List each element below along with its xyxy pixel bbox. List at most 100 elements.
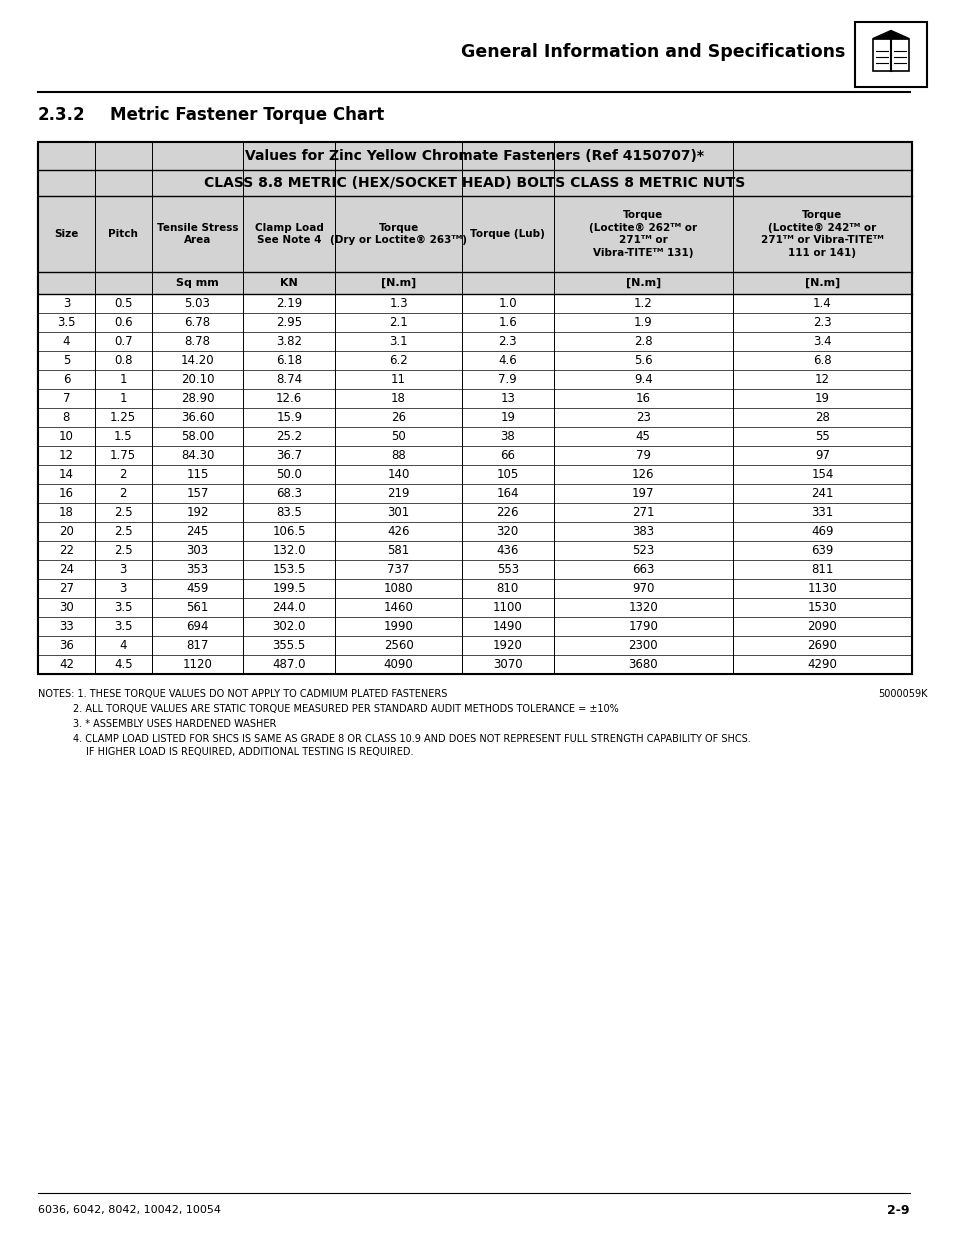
Text: 1100: 1100: [493, 601, 522, 614]
Text: Size: Size: [54, 228, 78, 240]
Text: 36.7: 36.7: [276, 450, 302, 462]
Text: 153.5: 153.5: [273, 563, 306, 576]
Text: 6036, 6042, 8042, 10042, 10054: 6036, 6042, 8042, 10042, 10054: [38, 1205, 221, 1215]
Text: Metric Fastener Torque Chart: Metric Fastener Torque Chart: [110, 106, 384, 124]
Text: 639: 639: [810, 543, 833, 557]
Text: 0.8: 0.8: [113, 354, 132, 367]
Bar: [38, 466, 911, 484]
Text: 2.5: 2.5: [113, 506, 132, 519]
Text: 302.0: 302.0: [273, 620, 306, 634]
Text: 810: 810: [497, 582, 518, 595]
Text: 4090: 4090: [383, 658, 413, 671]
Text: 6.78: 6.78: [184, 316, 211, 329]
Text: 8: 8: [63, 411, 70, 424]
Text: 219: 219: [387, 487, 410, 500]
Bar: [872, 38, 908, 70]
Text: 226: 226: [496, 506, 518, 519]
Text: Pitch: Pitch: [108, 228, 138, 240]
Text: 4.5: 4.5: [113, 658, 132, 671]
Text: 2: 2: [119, 468, 127, 480]
Bar: [38, 522, 911, 541]
Bar: [38, 332, 911, 351]
Text: 2690: 2690: [806, 638, 837, 652]
Text: 663: 663: [632, 563, 654, 576]
Text: 154: 154: [810, 468, 833, 480]
Text: 8.74: 8.74: [276, 373, 302, 387]
Text: 2.3: 2.3: [497, 335, 517, 348]
Text: 1490: 1490: [493, 620, 522, 634]
Text: 197: 197: [631, 487, 654, 500]
Text: 6.2: 6.2: [389, 354, 408, 367]
Bar: [38, 351, 911, 370]
Text: 2.5: 2.5: [113, 525, 132, 538]
Text: 20.10: 20.10: [180, 373, 214, 387]
Text: 5.03: 5.03: [184, 296, 211, 310]
Text: 1.0: 1.0: [497, 296, 517, 310]
Text: 3.5: 3.5: [113, 620, 132, 634]
Bar: [854, 22, 926, 86]
Bar: [38, 541, 911, 559]
Text: 7: 7: [63, 391, 71, 405]
Text: 0.7: 0.7: [113, 335, 132, 348]
Text: 8.78: 8.78: [184, 335, 211, 348]
Text: 245: 245: [186, 525, 209, 538]
Text: Tensile Stress
Area: Tensile Stress Area: [156, 222, 238, 246]
Text: 5000059K: 5000059K: [877, 689, 926, 699]
Text: Clamp Load
See Note 4: Clamp Load See Note 4: [254, 222, 323, 246]
Text: 18: 18: [59, 506, 73, 519]
Text: 1080: 1080: [383, 582, 413, 595]
Text: 79: 79: [635, 450, 650, 462]
Text: 2. ALL TORQUE VALUES ARE STATIC TORQUE MEASURED PER STANDARD AUDIT METHODS TOLER: 2. ALL TORQUE VALUES ARE STATIC TORQUE M…: [73, 704, 618, 714]
Text: 2.1: 2.1: [389, 316, 408, 329]
Text: 58.00: 58.00: [181, 430, 213, 443]
Text: 6: 6: [63, 373, 71, 387]
Bar: [38, 142, 911, 170]
Text: 2.8: 2.8: [633, 335, 652, 348]
Text: 19: 19: [814, 391, 829, 405]
Text: 26: 26: [391, 411, 406, 424]
Text: 2-9: 2-9: [886, 1203, 909, 1216]
Text: Torque (Lub): Torque (Lub): [470, 228, 545, 240]
Text: 3. * ASSEMBLY USES HARDENED WASHER: 3. * ASSEMBLY USES HARDENED WASHER: [73, 719, 276, 729]
Text: 1920: 1920: [493, 638, 522, 652]
Text: 4290: 4290: [806, 658, 837, 671]
Bar: [38, 579, 911, 598]
Bar: [38, 503, 911, 522]
Bar: [38, 427, 911, 446]
Text: 11: 11: [391, 373, 406, 387]
Text: 16: 16: [635, 391, 650, 405]
Text: 24: 24: [59, 563, 73, 576]
Text: 14: 14: [59, 468, 73, 480]
Text: KN: KN: [280, 278, 298, 288]
Text: 28: 28: [814, 411, 829, 424]
Text: 55: 55: [814, 430, 829, 443]
Text: 1990: 1990: [383, 620, 413, 634]
Text: 2.5: 2.5: [113, 543, 132, 557]
Text: 0.5: 0.5: [113, 296, 132, 310]
Bar: [38, 142, 911, 674]
Text: 970: 970: [632, 582, 654, 595]
Text: 2.3: 2.3: [812, 316, 831, 329]
Text: 36.60: 36.60: [180, 411, 214, 424]
Text: 84.30: 84.30: [181, 450, 214, 462]
Bar: [38, 618, 911, 636]
Text: 20: 20: [59, 525, 73, 538]
Text: 2090: 2090: [806, 620, 837, 634]
Text: 10: 10: [59, 430, 73, 443]
Text: 1120: 1120: [182, 658, 213, 671]
Text: 4: 4: [119, 638, 127, 652]
Text: 6.18: 6.18: [276, 354, 302, 367]
Text: 3.5: 3.5: [57, 316, 75, 329]
Text: 164: 164: [496, 487, 518, 500]
Text: 1.5: 1.5: [113, 430, 132, 443]
Bar: [38, 370, 911, 389]
Text: 303: 303: [186, 543, 209, 557]
Text: 192: 192: [186, 506, 209, 519]
Text: 3: 3: [119, 563, 127, 576]
Bar: [38, 636, 911, 655]
Bar: [38, 272, 911, 294]
Bar: [38, 294, 911, 312]
Text: 737: 737: [387, 563, 409, 576]
Text: 244.0: 244.0: [273, 601, 306, 614]
Text: 1790: 1790: [628, 620, 658, 634]
